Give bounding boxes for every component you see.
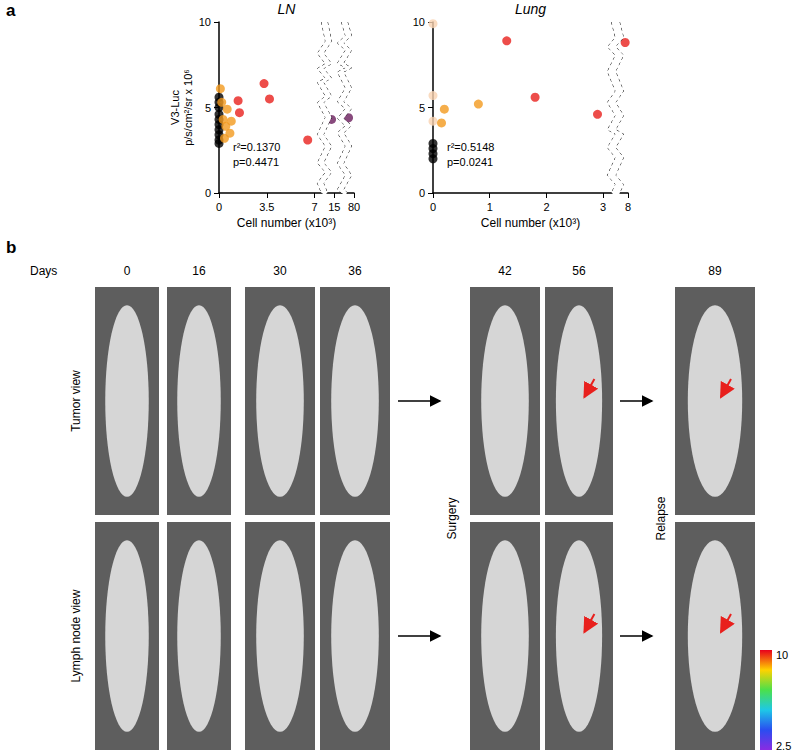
- svg-text:a: a: [6, 1, 16, 20]
- svg-text:0: 0: [419, 187, 425, 199]
- svg-text:1: 1: [487, 201, 493, 213]
- svg-text:Tumor view: Tumor view: [69, 370, 83, 432]
- svg-text:10: 10: [413, 16, 425, 28]
- svg-text:8: 8: [625, 201, 631, 213]
- svg-text:89: 89: [708, 264, 722, 278]
- svg-text:15: 15: [328, 201, 340, 213]
- svg-text:3: 3: [600, 201, 606, 213]
- svg-text:Relapse: Relapse: [654, 496, 668, 540]
- svg-text:Days: Days: [30, 264, 57, 278]
- svg-text:Lung: Lung: [515, 1, 546, 17]
- svg-text:LN: LN: [278, 1, 297, 17]
- svg-text:p=0.0241: p=0.0241: [447, 156, 493, 168]
- svg-text:10: 10: [776, 649, 788, 661]
- svg-text:0: 0: [430, 201, 436, 213]
- svg-text:7: 7: [311, 201, 317, 213]
- svg-text:56: 56: [572, 264, 586, 278]
- svg-text:Cell number (x10³): Cell number (x10³): [237, 216, 336, 230]
- svg-text:2: 2: [543, 201, 549, 213]
- svg-text:0: 0: [216, 201, 222, 213]
- svg-text:Cell number (x10³): Cell number (x10³): [481, 216, 580, 230]
- svg-text:5: 5: [205, 102, 211, 114]
- svg-text:42: 42: [498, 264, 512, 278]
- svg-text:r²=0.1370: r²=0.1370: [233, 141, 280, 153]
- svg-text:36: 36: [348, 264, 362, 278]
- svg-text:0: 0: [124, 264, 131, 278]
- svg-text:0: 0: [205, 187, 211, 199]
- svg-text:16: 16: [192, 264, 206, 278]
- svg-text:10: 10: [199, 16, 211, 28]
- svg-text:3.5: 3.5: [259, 201, 274, 213]
- svg-text:V3-Luc: V3-Luc: [169, 90, 181, 125]
- svg-text:Surgery: Surgery: [445, 497, 459, 539]
- svg-text:5: 5: [419, 102, 425, 114]
- svg-text:p/s/cm²/sr x 10⁶: p/s/cm²/sr x 10⁶: [182, 69, 194, 146]
- svg-text:b: b: [6, 238, 16, 257]
- svg-text:2.5: 2.5: [776, 740, 791, 752]
- svg-text:Lymph node view: Lymph node view: [69, 589, 83, 682]
- svg-text:80: 80: [348, 201, 360, 213]
- svg-text:30: 30: [273, 264, 287, 278]
- svg-text:r²=0.5148: r²=0.5148: [447, 141, 494, 153]
- svg-text:p=0.4471: p=0.4471: [233, 156, 279, 168]
